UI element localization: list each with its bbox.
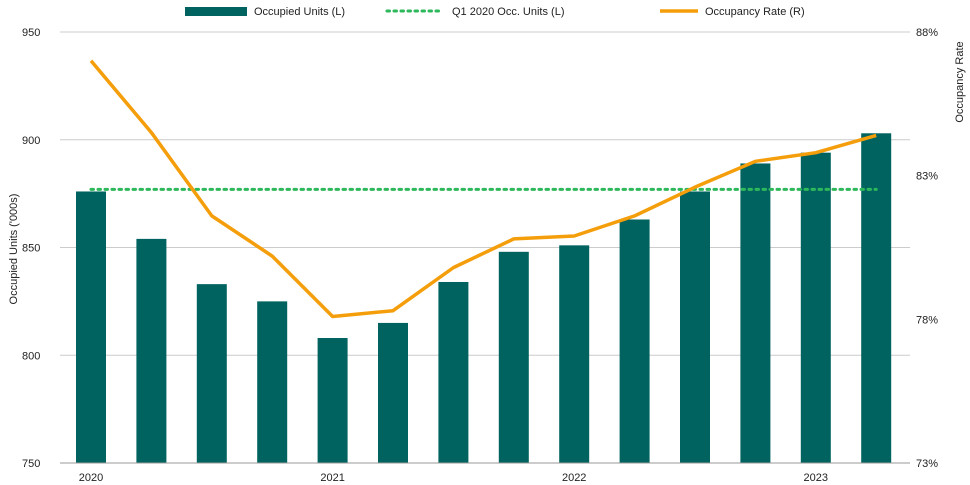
x-axis: 2020 2021 2022 2023 bbox=[60, 462, 910, 484]
x-tick-label: 2020 bbox=[79, 472, 103, 484]
x-tick-label: 2021 bbox=[320, 472, 344, 484]
bar bbox=[257, 301, 288, 463]
bar bbox=[559, 245, 590, 463]
y-axis-left: 750 800 850 900 950 bbox=[22, 27, 40, 470]
bar bbox=[438, 281, 469, 463]
bar bbox=[317, 338, 348, 463]
y-tick-label-right: 78% bbox=[916, 314, 938, 326]
y-tick-label-right: 73% bbox=[916, 458, 938, 470]
y-tick-label-right: 88% bbox=[916, 27, 938, 39]
gridlines bbox=[60, 31, 910, 356]
bar bbox=[136, 238, 167, 463]
legend-label-q1-2020: Q1 2020 Occ. Units (L) bbox=[452, 6, 565, 18]
bar bbox=[800, 152, 831, 463]
legend-label-occupancy-rate: Occupancy Rate (R) bbox=[705, 6, 805, 18]
bar bbox=[196, 284, 227, 463]
x-tick-label: 2023 bbox=[804, 472, 828, 484]
x-tick-label: 2022 bbox=[562, 472, 586, 484]
occupancy-rate-line bbox=[89, 59, 877, 319]
bar bbox=[498, 251, 529, 463]
y-tick-label-left: 900 bbox=[22, 135, 40, 147]
y-tick-label-left: 800 bbox=[22, 350, 40, 362]
y-tick-label-left: 850 bbox=[22, 243, 40, 255]
bar bbox=[76, 191, 106, 463]
bar bbox=[378, 322, 408, 463]
bar bbox=[740, 163, 771, 463]
bar-series bbox=[76, 133, 892, 463]
y-axis-right: 73% 78% 83% 88% bbox=[916, 27, 938, 470]
y-tick-label-right: 83% bbox=[916, 171, 938, 183]
bar bbox=[861, 133, 892, 463]
legend-label-occupied-units: Occupied Units (L) bbox=[254, 6, 345, 18]
bar bbox=[680, 191, 710, 463]
y-tick-label-left: 950 bbox=[22, 27, 40, 39]
legend: Occupied Units (L) Q1 2020 Occ. Units (L… bbox=[185, 6, 805, 18]
y-tick-label-left: 750 bbox=[22, 458, 40, 470]
y-axis-right-label: Occupancy Rate bbox=[954, 41, 966, 122]
occupancy-line-series bbox=[89, 59, 877, 319]
legend-swatch-occupied-units bbox=[185, 7, 247, 16]
y-axis-left-label: Occupied Units ('000s) bbox=[8, 194, 20, 305]
bar bbox=[619, 219, 650, 463]
